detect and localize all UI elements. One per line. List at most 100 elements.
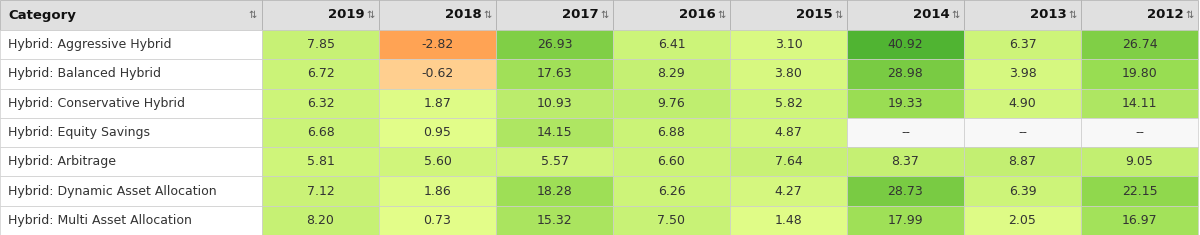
Bar (262, 30, 379, 59)
Text: 2.05: 2.05 (1008, 214, 1037, 227)
Text: ⇅: ⇅ (367, 10, 374, 20)
Bar (613, 89, 730, 118)
Bar (964, 118, 1081, 147)
Bar (496, 30, 613, 59)
Text: 19.80: 19.80 (1122, 67, 1157, 80)
Text: 7.50: 7.50 (658, 214, 685, 227)
Bar (847, 30, 964, 59)
Text: 2016: 2016 (679, 8, 716, 21)
Bar (613, 118, 730, 147)
Bar (496, 206, 613, 235)
Bar (613, 147, 730, 176)
Text: ⇅: ⇅ (952, 10, 960, 20)
Bar (730, 0, 847, 30)
Bar (613, 0, 730, 30)
Bar (847, 89, 964, 118)
Text: --: -- (1135, 126, 1144, 139)
Bar (847, 118, 964, 147)
Bar (0, 59, 262, 89)
Bar (1081, 176, 1198, 206)
Text: Hybrid: Aggressive Hybrid: Hybrid: Aggressive Hybrid (8, 38, 172, 51)
Text: 4.90: 4.90 (1009, 97, 1037, 110)
Bar (964, 206, 1081, 235)
Text: 7.64: 7.64 (775, 155, 803, 168)
Bar (964, 30, 1081, 59)
Text: 3.80: 3.80 (774, 67, 803, 80)
Bar (730, 206, 847, 235)
Bar (1081, 30, 1198, 59)
Text: 18.28: 18.28 (536, 184, 572, 198)
Text: 28.73: 28.73 (888, 184, 923, 198)
Bar (0, 89, 262, 118)
Text: Category: Category (8, 8, 76, 21)
Text: ⇅: ⇅ (718, 10, 726, 20)
Bar (847, 147, 964, 176)
Bar (847, 176, 964, 206)
Bar (0, 30, 262, 59)
Text: 14.11: 14.11 (1122, 97, 1157, 110)
Text: 2012: 2012 (1147, 8, 1184, 21)
Text: 16.97: 16.97 (1122, 214, 1157, 227)
Bar (496, 147, 613, 176)
Bar (730, 176, 847, 206)
Text: 6.39: 6.39 (1009, 184, 1037, 198)
Text: 26.93: 26.93 (536, 38, 572, 51)
Bar (1081, 118, 1198, 147)
Text: 2018: 2018 (445, 8, 482, 21)
Text: --: -- (1018, 126, 1027, 139)
Text: ⇅: ⇅ (484, 10, 492, 20)
Bar (964, 147, 1081, 176)
Bar (730, 118, 847, 147)
Text: 8.20: 8.20 (306, 214, 335, 227)
Text: ⇅: ⇅ (248, 10, 257, 20)
Bar (262, 118, 379, 147)
Bar (262, 89, 379, 118)
Text: 28.98: 28.98 (888, 67, 923, 80)
Bar (1081, 0, 1198, 30)
Text: 1.48: 1.48 (775, 214, 803, 227)
Text: --: -- (901, 126, 910, 139)
Text: ⇅: ⇅ (1069, 10, 1078, 20)
Bar (964, 89, 1081, 118)
Text: Hybrid: Dynamic Asset Allocation: Hybrid: Dynamic Asset Allocation (8, 184, 217, 198)
Text: 2013: 2013 (1031, 8, 1067, 21)
Text: 2017: 2017 (563, 8, 599, 21)
Text: 22.15: 22.15 (1122, 184, 1157, 198)
Text: 10.93: 10.93 (536, 97, 572, 110)
Text: Hybrid: Multi Asset Allocation: Hybrid: Multi Asset Allocation (8, 214, 192, 227)
Text: 6.41: 6.41 (658, 38, 685, 51)
Text: 6.26: 6.26 (658, 184, 685, 198)
Text: 6.32: 6.32 (307, 97, 335, 110)
Bar (496, 89, 613, 118)
Text: 6.68: 6.68 (307, 126, 335, 139)
Bar (379, 89, 496, 118)
Bar (1081, 89, 1198, 118)
Bar (496, 0, 613, 30)
Text: 14.15: 14.15 (536, 126, 572, 139)
Text: 6.60: 6.60 (658, 155, 685, 168)
Bar (0, 206, 262, 235)
Bar (0, 176, 262, 206)
Bar (262, 206, 379, 235)
Bar (379, 206, 496, 235)
Bar (1081, 147, 1198, 176)
Text: 4.87: 4.87 (774, 126, 803, 139)
Bar (496, 59, 613, 89)
Bar (379, 59, 496, 89)
Bar (262, 59, 379, 89)
Text: Hybrid: Arbitrage: Hybrid: Arbitrage (8, 155, 116, 168)
Text: -0.62: -0.62 (421, 67, 454, 80)
Bar (379, 30, 496, 59)
Bar (964, 176, 1081, 206)
Text: 8.37: 8.37 (892, 155, 919, 168)
Bar (379, 147, 496, 176)
Bar (730, 89, 847, 118)
Bar (262, 0, 379, 30)
Text: 5.57: 5.57 (540, 155, 569, 168)
Text: 17.99: 17.99 (888, 214, 923, 227)
Text: 1.87: 1.87 (424, 97, 451, 110)
Text: 7.85: 7.85 (306, 38, 335, 51)
Text: 2019: 2019 (329, 8, 365, 21)
Text: 0.73: 0.73 (424, 214, 451, 227)
Bar (613, 30, 730, 59)
